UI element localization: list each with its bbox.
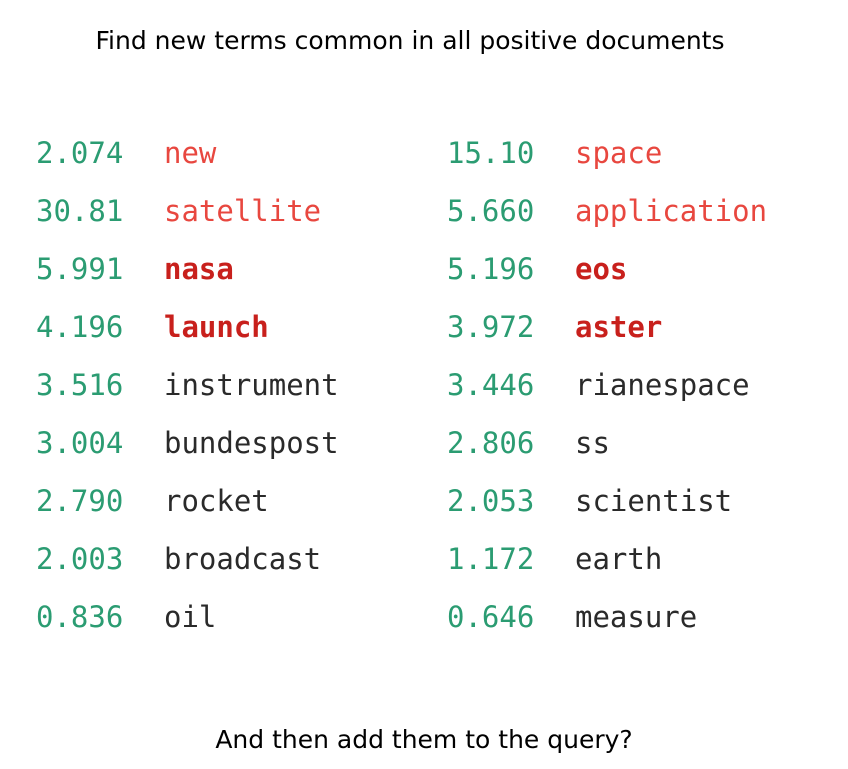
term-row: 4.196 launch — [36, 307, 339, 365]
term-row: 2.003 broadcast — [36, 539, 339, 597]
term-score: 0.836 — [36, 600, 124, 634]
term-word: rianespace — [575, 368, 750, 402]
term-row: 5.660 application — [447, 191, 767, 249]
term-word: aster — [575, 310, 663, 344]
term-row: 0.646 measure — [447, 597, 767, 655]
term-score: 3.446 — [447, 368, 535, 402]
term-row: 0.836 oil — [36, 597, 339, 655]
term-word: broadcast — [164, 542, 322, 576]
term-row: 1.172 earth — [447, 539, 767, 597]
slide-title: Find new terms common in all positive do… — [0, 26, 848, 55]
term-score: 2.806 — [447, 426, 535, 460]
term-score: 4.196 — [36, 310, 124, 344]
term-row: 5.196 eos — [447, 249, 767, 307]
term-word: nasa — [164, 252, 234, 286]
term-word: measure — [575, 600, 698, 634]
term-score: 1.172 — [447, 542, 535, 576]
term-score: 2.074 — [36, 136, 124, 170]
term-row: 5.991 nasa — [36, 249, 339, 307]
term-row: 15.10 space — [447, 133, 767, 191]
term-word: earth — [575, 542, 663, 576]
term-row: 2.053 scientist — [447, 481, 767, 539]
term-list-left: 2.074 new 30.81 satellite 5.991 nasa 4.196 l… — [36, 133, 339, 655]
term-word: scientist — [575, 484, 733, 518]
term-row: 3.004 bundespost — [36, 423, 339, 481]
term-row: 2.074 new — [36, 133, 339, 191]
term-row: 30.81 satellite — [36, 191, 339, 249]
term-row: 3.446 rianespace — [447, 365, 767, 423]
term-row: 3.516 instrument — [36, 365, 339, 423]
slide-title-text: Find new terms common in all positive do… — [95, 26, 725, 55]
term-row: 3.972 aster — [447, 307, 767, 365]
term-score: 0.646 — [447, 600, 535, 634]
term-score: 5.991 — [36, 252, 124, 286]
term-word: launch — [164, 310, 269, 344]
term-score: 2.003 — [36, 542, 124, 576]
term-score: 3.516 — [36, 368, 124, 402]
term-score: 3.972 — [447, 310, 535, 344]
term-score: 2.790 — [36, 484, 124, 518]
term-word: new — [164, 136, 217, 170]
term-word: application — [575, 194, 768, 228]
slide-footer: And then add them to the query? — [215, 725, 633, 754]
term-score: 30.81 — [36, 194, 124, 228]
term-word: instrument — [164, 368, 339, 402]
term-score: 3.004 — [36, 426, 124, 460]
term-score: 2.053 — [447, 484, 535, 518]
term-score: 5.660 — [447, 194, 535, 228]
term-word: eos — [575, 252, 628, 286]
term-word: ss — [575, 426, 610, 460]
term-row: 2.790 rocket — [36, 481, 339, 539]
term-score: 15.10 — [447, 136, 535, 170]
term-word: satellite — [164, 194, 322, 228]
term-word: rocket — [164, 484, 269, 518]
term-list-right: 15.10 space 5.660 application 5.196 eos 3.9… — [447, 133, 767, 655]
term-word: space — [575, 136, 663, 170]
term-score: 5.196 — [447, 252, 535, 286]
term-word: bundespost — [164, 426, 339, 460]
term-word: oil — [164, 600, 217, 634]
term-row: 2.806 ss — [447, 423, 767, 481]
